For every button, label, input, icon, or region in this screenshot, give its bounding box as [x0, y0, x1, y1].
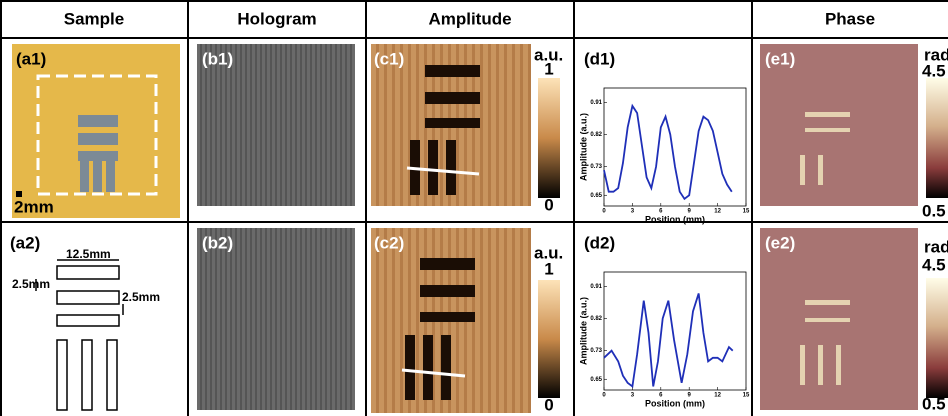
x-tick-label: 15: [743, 209, 750, 215]
colorbar-min: 0.5: [922, 201, 946, 220]
colorbar-min: 0: [544, 195, 553, 214]
y-tick-label: 0.65: [590, 377, 602, 383]
header: Amplitude: [428, 9, 511, 28]
panel-label: (b1): [202, 49, 233, 68]
dimension-label: 12.5mm: [66, 247, 111, 261]
x-tick-label: 0: [602, 209, 606, 215]
panel-label: (c1): [374, 49, 404, 68]
colorbar-unit: rad: [924, 45, 948, 64]
header: Phase: [825, 9, 875, 28]
y-tick-label: 0.73: [590, 164, 602, 170]
panel-label: (e2): [765, 233, 795, 252]
panel-label: (d1): [584, 49, 615, 68]
panel-label: (c2): [374, 233, 404, 252]
y-tick-label: 0.91: [590, 100, 602, 106]
colorbar-max: 4.5: [922, 61, 946, 80]
x-tick-label: 9: [688, 209, 692, 215]
scale-label: 2mm: [14, 197, 54, 216]
amplitude-features: [405, 258, 475, 400]
panel-label: (b2): [202, 233, 233, 252]
y-axis-label: Amplitude (a.u.): [578, 297, 588, 365]
colorbar-max: 1: [544, 259, 553, 278]
colorbar-unit: a.u.: [534, 45, 563, 64]
sample-strips: [78, 115, 118, 192]
profile-line: [406, 166, 480, 176]
hologram-image: [197, 44, 355, 206]
colorbar: [538, 280, 560, 398]
panel-label: (a2): [10, 233, 40, 252]
colorbar: [926, 278, 948, 398]
y-tick-label: 0.82: [590, 316, 602, 322]
plot-frame: [603, 87, 747, 207]
panel-label: (d2): [584, 233, 615, 252]
data-line: [603, 293, 734, 389]
x-tick-label: 3: [631, 393, 635, 399]
dimension-label: 2.5mm: [122, 290, 160, 304]
y-axis-label: Amplitude (a.u.): [578, 113, 588, 181]
colorbar-min: 0.5: [922, 394, 946, 413]
colorbar: [926, 78, 948, 198]
profile-line: [401, 368, 466, 378]
scale-bar: [16, 191, 22, 197]
data-line: [603, 103, 733, 201]
x-axis-label: Position (mm): [645, 214, 705, 224]
plot-frame: [603, 271, 747, 391]
colorbar: [538, 78, 560, 198]
y-tick-label: 0.65: [590, 193, 602, 199]
dimension-label: 2.5mm: [12, 277, 50, 291]
colorbar-min: 0: [544, 395, 553, 414]
x-tick-label: 6: [659, 393, 663, 399]
panel-label: (e1): [765, 49, 795, 68]
colorbar-unit: a.u.: [534, 243, 563, 262]
sample-drawing: [35, 259, 124, 411]
panel-label: (a1): [16, 49, 46, 68]
colorbar-unit: rad: [924, 237, 948, 256]
x-tick-label: 3: [631, 209, 635, 215]
y-tick-label: 0.73: [590, 348, 602, 354]
hologram-image: [197, 228, 355, 410]
x-tick-label: 12: [714, 209, 721, 215]
x-tick-label: 9: [688, 393, 692, 399]
x-tick-label: 6: [659, 209, 663, 215]
x-tick-label: 12: [714, 393, 721, 399]
phase-image: [760, 44, 918, 206]
x-tick-label: 0: [602, 393, 606, 399]
x-axis-label: Position (mm): [645, 398, 705, 408]
header: Hologram: [237, 9, 316, 28]
y-tick-label: 0.91: [590, 284, 602, 290]
header: Sample: [64, 9, 124, 28]
phase-features: [800, 300, 850, 385]
colorbar-max: 4.5: [922, 255, 946, 274]
roi-box: [36, 74, 158, 196]
y-tick-label: 0.82: [590, 132, 602, 138]
phase-features: [800, 112, 850, 185]
x-tick-label: 15: [743, 393, 750, 399]
colorbar-max: 1: [544, 59, 553, 78]
